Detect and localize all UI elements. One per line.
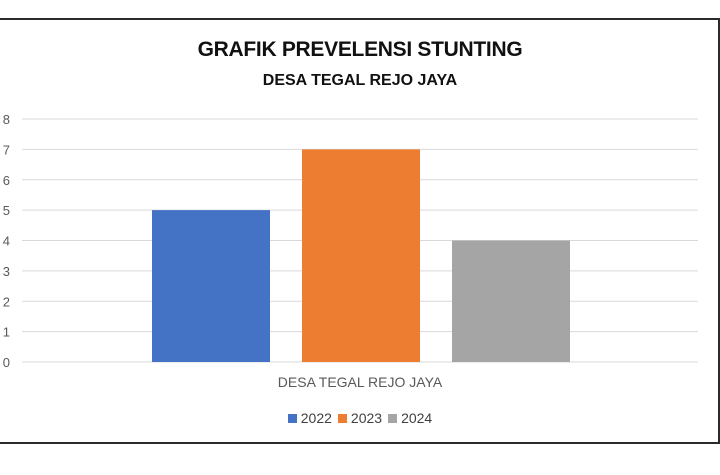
legend-label-2024: 2024 (401, 410, 433, 426)
y-tick-label-8: 8 (3, 112, 10, 127)
legend-label-2023: 2023 (350, 410, 383, 426)
y-tick-label-4: 4 (3, 234, 10, 249)
legend: 2022 2023 2024 (0, 410, 720, 426)
chart-title: GRAFIK PREVELENSI STUNTING (197, 38, 523, 61)
y-tick-label-1: 1 (3, 325, 10, 340)
legend-swatch-2022 (287, 413, 297, 423)
legend-item-2024: 2024 (388, 410, 432, 426)
y-tick-label-0: 0 (3, 355, 10, 370)
legend-swatch-2023 (337, 413, 347, 423)
chart-subtitle: DESA TEGAL REJO JAYA (262, 72, 458, 89)
y-tick-label-5: 5 (3, 203, 10, 218)
y-tick-label-2: 2 (3, 294, 10, 309)
legend-item-2022: 2022 (287, 410, 332, 426)
legend-swatch-2024 (388, 413, 398, 423)
legend-label-2022: 2022 (300, 410, 332, 426)
y-tick-label-6: 6 (3, 173, 10, 188)
y-tick-label-3: 3 (3, 264, 10, 279)
y-tick-label-7: 7 (3, 142, 10, 157)
bar-2023 (302, 149, 420, 362)
bar-2022 (152, 210, 270, 362)
bar-2024 (452, 240, 570, 362)
x-category-label: DESA TEGAL REJO JAYA (278, 374, 443, 390)
legend-item-2023: 2023 (337, 410, 383, 426)
